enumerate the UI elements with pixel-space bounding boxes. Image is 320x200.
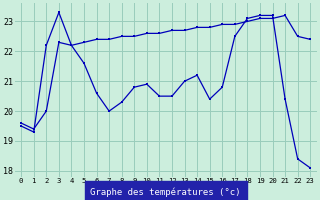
X-axis label: Graphe des températures (°c): Graphe des températures (°c) (91, 187, 241, 197)
